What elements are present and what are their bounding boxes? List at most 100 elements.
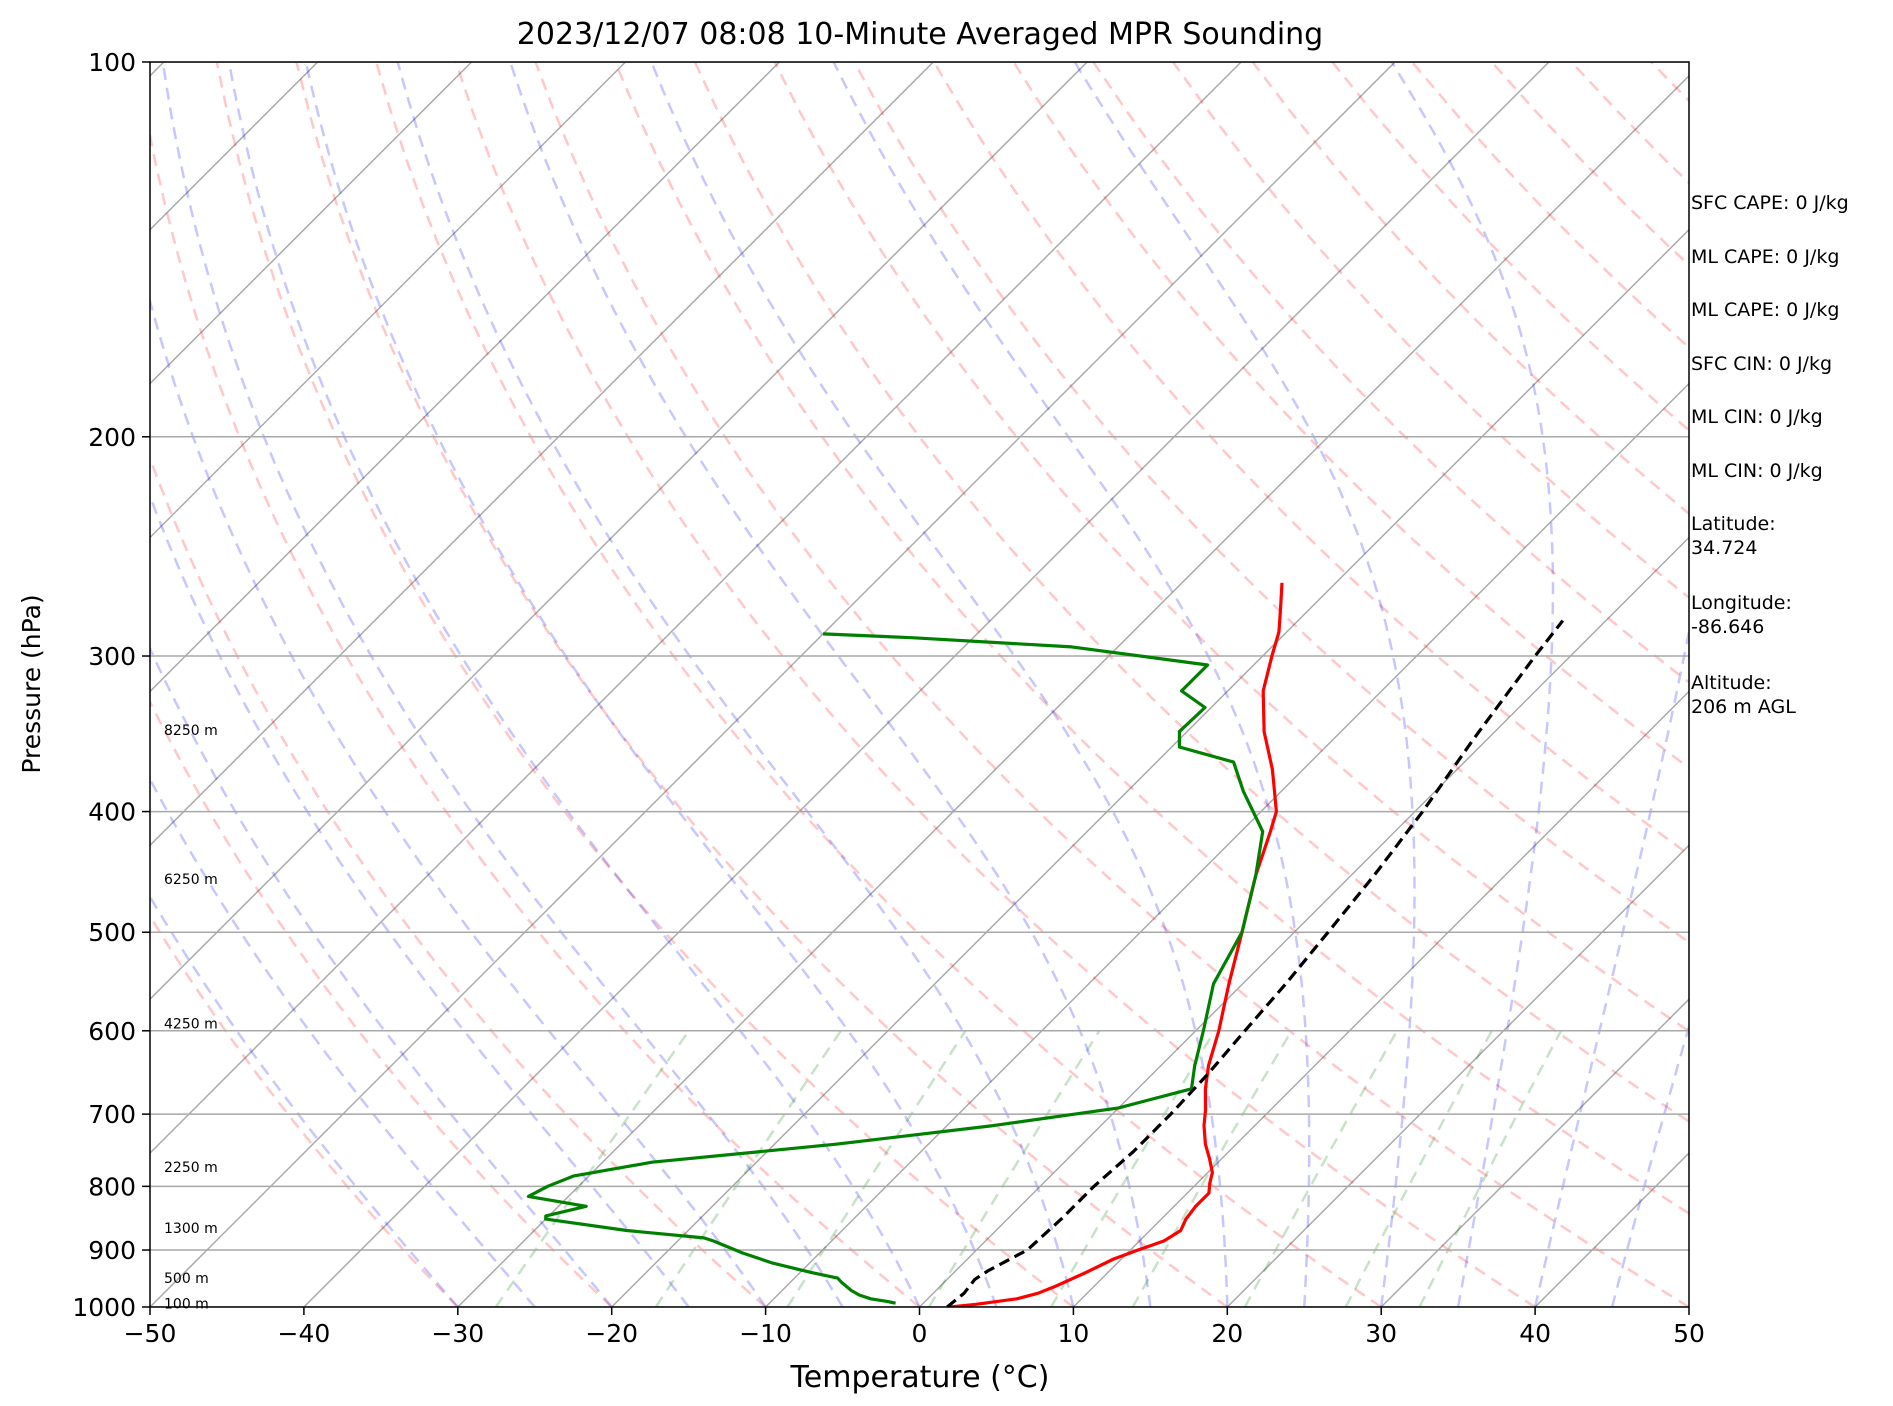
moist-adiabat-line xyxy=(1390,62,1555,1307)
isotherm-line xyxy=(457,74,1689,1307)
isotherm-line xyxy=(1226,844,1689,1307)
x-tick-label: −50 xyxy=(124,1319,177,1348)
dry-adiabat-line xyxy=(454,62,1536,1307)
y-tick-label: 800 xyxy=(88,1172,136,1201)
pressure-gridlines xyxy=(150,62,1689,1307)
isotherm-line xyxy=(303,62,1550,1307)
isotherm-line xyxy=(150,62,473,385)
dry-adiabat-line xyxy=(375,62,1382,1307)
y-tick-label: 400 xyxy=(88,798,136,827)
background-reference-lines xyxy=(0,62,1689,1307)
moist-adiabat-line xyxy=(150,894,459,1307)
sounding-series xyxy=(526,582,1565,1307)
y-tick-label: 500 xyxy=(88,918,136,947)
plot-background xyxy=(150,62,1689,1307)
dry-adiabat-line xyxy=(693,62,1689,1124)
dry-adiabat-line xyxy=(150,454,767,1307)
height-label: 100 m xyxy=(164,1297,209,1313)
moist-adiabat-line xyxy=(650,62,1229,1307)
isotherm-line xyxy=(765,382,1689,1307)
dry-adiabat-line xyxy=(150,699,613,1307)
isotherm-line xyxy=(150,62,1396,1307)
isotherm-line xyxy=(150,62,934,847)
latitude-text: Latitude: 34.724 xyxy=(1691,513,1776,559)
isotherm-line xyxy=(150,62,780,693)
sfc-cin-text: SFC CIN: 0 J/kg xyxy=(1691,353,1833,375)
isotherm-line xyxy=(150,62,1088,1001)
moist-adiabat-line xyxy=(396,62,1075,1307)
parcel-line xyxy=(946,619,1565,1307)
height-label: 6250 m xyxy=(164,872,218,888)
y-axis-ticks: 1000 900 800 700 600 500 400 300 200 100 xyxy=(72,48,150,1322)
moist-adiabat-line xyxy=(832,62,1311,1307)
x-axis-label: Temperature (°C) xyxy=(790,1360,1050,1395)
dry-adiabat-line xyxy=(150,128,921,1307)
chart-title: 2023/12/07 08:08 10-Minute Averaged MPR … xyxy=(517,17,1323,52)
y-tick-label: 200 xyxy=(88,423,136,452)
ml-cape-text: ML CAPE: 0 J/kg xyxy=(1691,246,1840,268)
temperature-line xyxy=(950,582,1284,1307)
y-tick-label: 100 xyxy=(88,48,136,77)
moist-adiabat-line xyxy=(304,62,998,1307)
x-tick-label: 50 xyxy=(1673,1319,1705,1348)
ml-cape-text-2: ML CAPE: 0 J/kg xyxy=(1691,299,1840,321)
ml-cin-text: ML CIN: 0 J/kg xyxy=(1691,406,1823,428)
isotherm-line xyxy=(1380,998,1689,1307)
x-tick-label: 30 xyxy=(1365,1319,1397,1348)
y-axis-label: Pressure (hPa) xyxy=(17,594,46,773)
isotherm-line xyxy=(611,228,1689,1307)
y-tick-label: 900 xyxy=(88,1236,136,1265)
moist-adiabat-line xyxy=(1073,62,1416,1307)
x-tick-label: 20 xyxy=(1211,1319,1243,1348)
y-tick-label: 1000 xyxy=(72,1293,136,1322)
sfc-cape-text: SFC CAPE: 0 J/kg xyxy=(1691,192,1849,214)
altitude-text: Altitude: 206 m AGL xyxy=(1691,672,1796,718)
moist-adiabat-line xyxy=(1533,625,1689,1307)
mixing-ratio-line xyxy=(1243,1030,1399,1307)
dry-adiabat-line xyxy=(1171,62,1689,600)
height-label: 1300 m xyxy=(164,1221,218,1237)
y-tick-label: 700 xyxy=(88,1100,136,1129)
mixing-ratio-line xyxy=(1050,1030,1216,1307)
x-axis-ticks: −50 −40 −30 −20 −10 0 10 20 30 40 50 xyxy=(124,1307,1705,1348)
mixing-ratio-line xyxy=(1131,1030,1293,1307)
height-label: 2250 m xyxy=(164,1160,218,1176)
dry-adiabat-line xyxy=(150,913,459,1307)
dry-adiabat-line xyxy=(932,62,1689,857)
dry-adiabat-line xyxy=(614,62,1689,1215)
mixing-ratio-line xyxy=(1418,1030,1563,1307)
x-tick-label: −10 xyxy=(739,1319,792,1348)
dry-adiabat-line xyxy=(773,62,1689,1033)
moist-adiabat-line xyxy=(161,62,844,1307)
dewpoint-line xyxy=(526,632,1265,1305)
isotherm-line xyxy=(1072,690,1689,1307)
dry-adiabat-line xyxy=(295,62,1229,1307)
moist-adiabat-line xyxy=(227,62,921,1307)
dry-adiabat-line xyxy=(1012,62,1689,770)
height-labels: 100 m 500 m 1300 m 2250 m 4250 m 6250 m 8250 m xyxy=(164,723,218,1313)
x-tick-label: 10 xyxy=(1057,1319,1089,1348)
dry-adiabat-line xyxy=(534,62,1689,1307)
moist-adiabat-line xyxy=(509,62,1152,1307)
isotherm-line xyxy=(150,62,1242,1155)
dry-adiabat-line xyxy=(215,62,1075,1307)
height-label: 8250 m xyxy=(164,723,218,739)
y-tick-label: 600 xyxy=(88,1017,136,1046)
ml-cin-text-2: ML CIN: 0 J/kg xyxy=(1691,460,1823,482)
y-tick-label: 300 xyxy=(88,642,136,671)
isotherm-line xyxy=(0,62,10,1307)
mixing-ratio-line xyxy=(1344,1030,1493,1307)
height-label: 4250 m xyxy=(164,1017,218,1033)
isotherm-line xyxy=(150,62,627,539)
moist-adiabat-line xyxy=(1610,1022,1689,1307)
x-tick-label: 0 xyxy=(912,1319,928,1348)
dry-adiabat-line xyxy=(1092,62,1689,684)
x-tick-label: −40 xyxy=(278,1319,331,1348)
longitude-text: Longitude: -86.646 xyxy=(1691,592,1792,638)
height-label: 500 m xyxy=(164,1271,209,1287)
moist-adiabat-line xyxy=(150,296,767,1307)
x-tick-label: −30 xyxy=(431,1319,484,1348)
x-tick-label: 40 xyxy=(1519,1319,1551,1348)
isotherm-line xyxy=(918,536,1689,1307)
